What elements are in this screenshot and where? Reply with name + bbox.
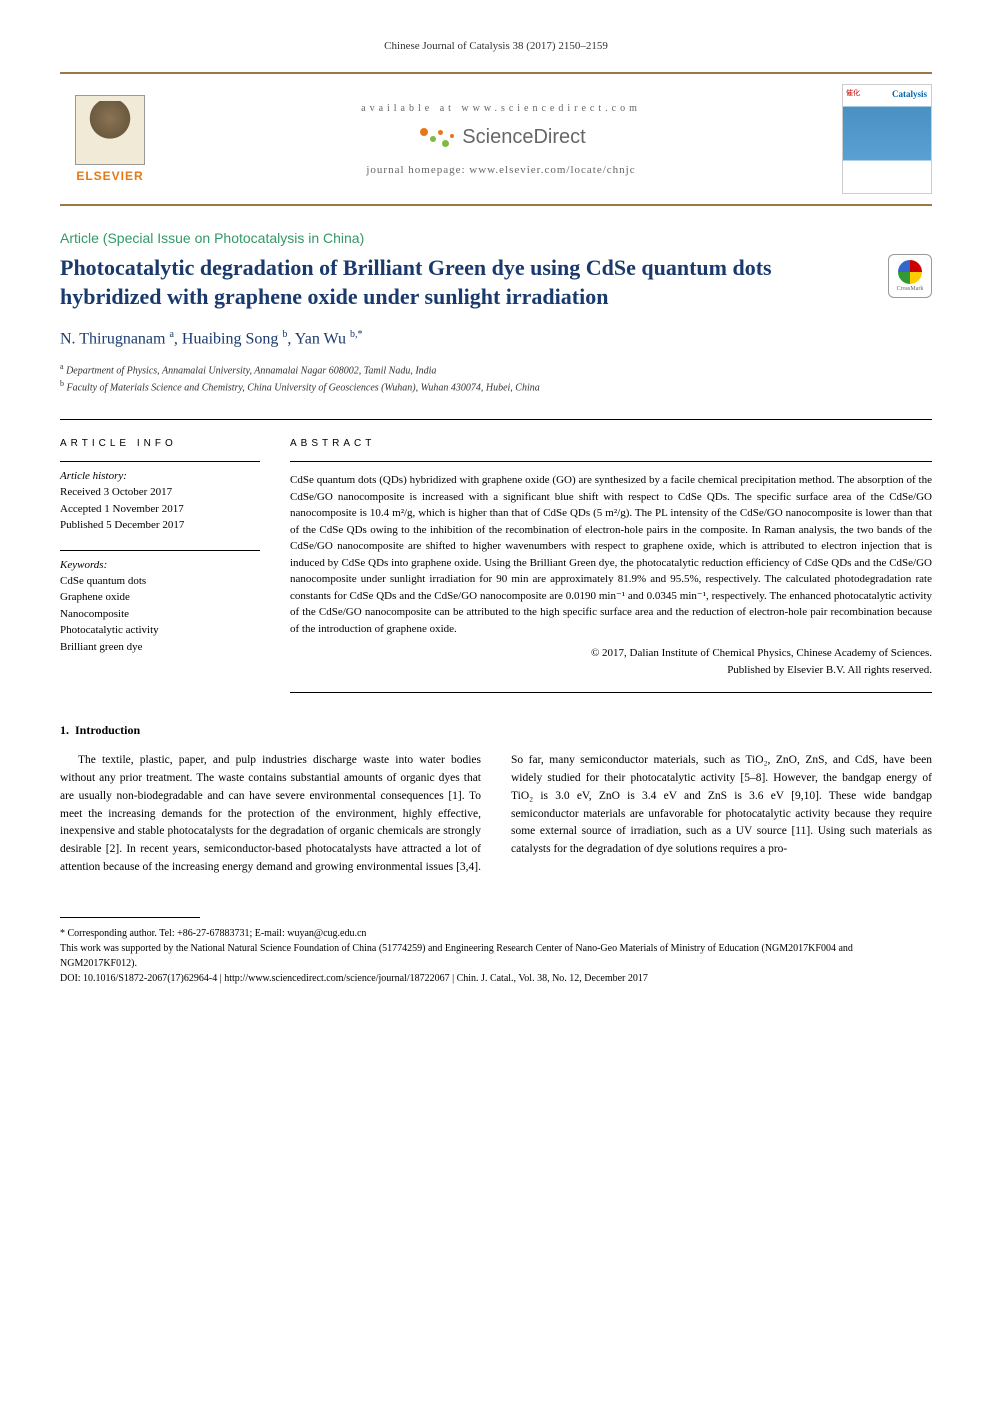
info-abstract-row: ARTICLE INFO Article history: Received 3… <box>60 419 932 693</box>
copyright-line-1: © 2017, Dalian Institute of Chemical Phy… <box>290 645 932 662</box>
section-title: Introduction <box>75 723 140 737</box>
history-label: Article history: <box>60 470 260 482</box>
journal-reference: Chinese Journal of Catalysis 38 (2017) 2… <box>60 40 932 52</box>
journal-homepage-text: journal homepage: www.elsevier.com/locat… <box>180 164 822 176</box>
sciencedirect-dots-icon <box>416 126 456 150</box>
article-info-column: ARTICLE INFO Article history: Received 3… <box>60 420 290 693</box>
history-line: Accepted 1 November 2017 <box>60 501 260 518</box>
keyword-line: Brilliant green dye <box>60 639 260 656</box>
authors-list: N. Thirugnanam a, Huaibing Song b, Yan W… <box>60 329 932 348</box>
keyword-line: Nanocomposite <box>60 606 260 623</box>
abstract-column: ABSTRACT CdSe quantum dots (QDs) hybridi… <box>290 420 932 693</box>
body-columns: The textile, plastic, paper, and pulp in… <box>60 752 932 877</box>
copyright-block: © 2017, Dalian Institute of Chemical Phy… <box>290 645 932 678</box>
article-history-block: Article history: Received 3 October 2017… <box>60 461 260 534</box>
elsevier-label: ELSEVIER <box>76 169 143 183</box>
sciencedirect-logo: ScienceDirect <box>416 126 585 150</box>
article-type-label: Article (Special Issue on Photocatalysis… <box>60 230 932 246</box>
keyword-line: Photocatalytic activity <box>60 622 260 639</box>
corresponding-author-footnote: * Corresponding author. Tel: +86-27-6788… <box>60 926 932 941</box>
crossmark-badge[interactable]: CrossMark <box>888 254 932 298</box>
affiliation-line: a Department of Physics, Annamalai Unive… <box>60 361 932 378</box>
funding-footnote: This work was supported by the National … <box>60 941 932 971</box>
header-center: available at www.sciencedirect.com Scien… <box>160 103 842 176</box>
journal-cover-thumbnail: 催化 Catalysis <box>842 84 932 194</box>
section-heading: 1. Introduction <box>60 723 932 738</box>
footnote-separator <box>60 917 200 918</box>
publisher-header: ELSEVIER available at www.sciencedirect.… <box>60 72 932 206</box>
sciencedirect-label: ScienceDirect <box>462 126 585 149</box>
history-line: Published 5 December 2017 <box>60 517 260 534</box>
article-title: Photocatalytic degradation of Brilliant … <box>60 254 868 311</box>
doi-footnote: DOI: 10.1016/S1872-2067(17)62964-4 | htt… <box>60 971 932 986</box>
keyword-line: Graphene oxide <box>60 589 260 606</box>
affiliation-line: b Faculty of Materials Science and Chemi… <box>60 378 932 395</box>
body-paragraph: The textile, plastic, paper, and pulp in… <box>60 752 932 877</box>
section-number: 1. <box>60 723 69 737</box>
article-info-heading: ARTICLE INFO <box>60 438 260 449</box>
elsevier-tree-icon <box>75 95 145 165</box>
history-line: Received 3 October 2017 <box>60 484 260 501</box>
cover-chinese-text: 催化 <box>846 88 860 98</box>
keyword-line: CdSe quantum dots <box>60 573 260 590</box>
body-section: 1. Introduction The textile, plastic, pa… <box>60 723 932 877</box>
affiliations-block: a Department of Physics, Annamalai Unive… <box>60 361 932 396</box>
crossmark-icon <box>898 260 922 284</box>
keywords-block: Keywords: CdSe quantum dotsGraphene oxid… <box>60 550 260 656</box>
cover-title-text: Catalysis <box>892 89 927 99</box>
abstract-text: CdSe quantum dots (QDs) hybridized with … <box>290 461 932 637</box>
copyright-line-2: Published by Elsevier B.V. All rights re… <box>290 662 932 679</box>
title-row: Photocatalytic degradation of Brilliant … <box>60 254 932 311</box>
abstract-heading: ABSTRACT <box>290 438 932 449</box>
keywords-label: Keywords: <box>60 559 260 571</box>
available-at-text: available at www.sciencedirect.com <box>180 103 822 114</box>
elsevier-logo: ELSEVIER <box>60 84 160 194</box>
crossmark-label: CrossMark <box>897 286 924 292</box>
